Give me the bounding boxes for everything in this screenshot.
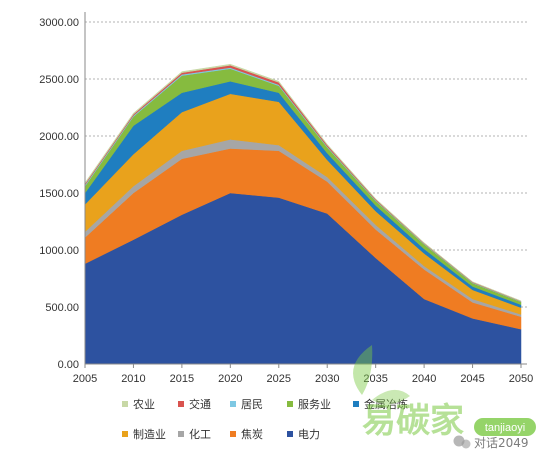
legend-item: 农业 (122, 397, 155, 411)
legend-label: 制造业 (133, 427, 166, 441)
x-tick-label: 2045 (460, 373, 484, 385)
axes (84, 12, 527, 365)
legend-item: 制造业 (122, 427, 166, 441)
legend-label: 焦炭 (241, 428, 263, 441)
y-tick-label: 2000.00 (39, 131, 79, 143)
legend-item: 电力 (287, 428, 320, 441)
watermark: 易碳家 tanjiaoyi 对话2049 (353, 345, 536, 450)
legend-swatch (230, 401, 236, 407)
legend-item: 居民 (230, 398, 263, 411)
y-tick-labels: 0.00 500.00 1000.00 1500.00 2000.00 2500.00 30… (39, 17, 79, 371)
legend-swatch (230, 431, 236, 437)
legend-swatch (353, 401, 359, 407)
area-series (84, 63, 522, 365)
x-tick-label: 2030 (315, 373, 339, 385)
y-tick-label: 2500.00 (39, 74, 79, 86)
watermark-handle: tanjiaoyi (485, 422, 525, 434)
legend-swatch (287, 401, 293, 407)
x-tick-label: 2040 (412, 373, 436, 385)
x-tick-label: 2035 (363, 373, 387, 385)
x-tick-label: 2005 (73, 373, 97, 385)
y-tick-label: 0.00 (58, 359, 79, 371)
x-tick-label: 2010 (121, 373, 145, 385)
x-tick-label: 2020 (218, 373, 242, 385)
legend-swatch (178, 401, 184, 407)
y-tick-label: 500.00 (45, 302, 79, 314)
watermark-leaf-icon (353, 345, 410, 405)
legend-item: 化工 (178, 427, 211, 441)
legend-label: 化工 (189, 427, 211, 441)
y-tick-label: 1000.00 (39, 245, 79, 257)
legend-label: 交通 (189, 397, 211, 411)
watermark-handle-badge: tanjiaoyi (474, 418, 536, 436)
legend-item: 金属冶炼 (353, 397, 408, 411)
legend-swatch (122, 401, 128, 407)
x-tick-label: 2050 (509, 373, 533, 385)
legend-label: 金属冶炼 (364, 397, 408, 411)
x-tick-label: 2025 (267, 373, 291, 385)
watermark-account: 对话2049 (474, 436, 529, 450)
x-tick-label: 2015 (170, 373, 194, 385)
legend-label: 服务业 (298, 398, 331, 411)
legend-swatch (122, 431, 128, 437)
legend-label: 电力 (298, 428, 320, 441)
legend-label: 居民 (241, 398, 263, 411)
legend-swatch (178, 431, 184, 437)
legend-label: 农业 (133, 397, 155, 411)
wechat-icon (453, 435, 471, 449)
y-tick-label: 1500.00 (39, 188, 79, 200)
area-series-农业 (84, 63, 522, 302)
y-tick-label: 3000.00 (39, 17, 79, 29)
x-tick-labels: 2005 2010 2015 2020 2025 2030 2035 2040 2045 2050 (73, 364, 533, 385)
legend-item: 焦炭 (230, 428, 263, 441)
legend-item: 交通 (178, 397, 211, 411)
legend-item: 服务业 (287, 398, 331, 411)
legend-swatch (287, 431, 293, 437)
watermark-text: 易碳家 (362, 401, 464, 441)
